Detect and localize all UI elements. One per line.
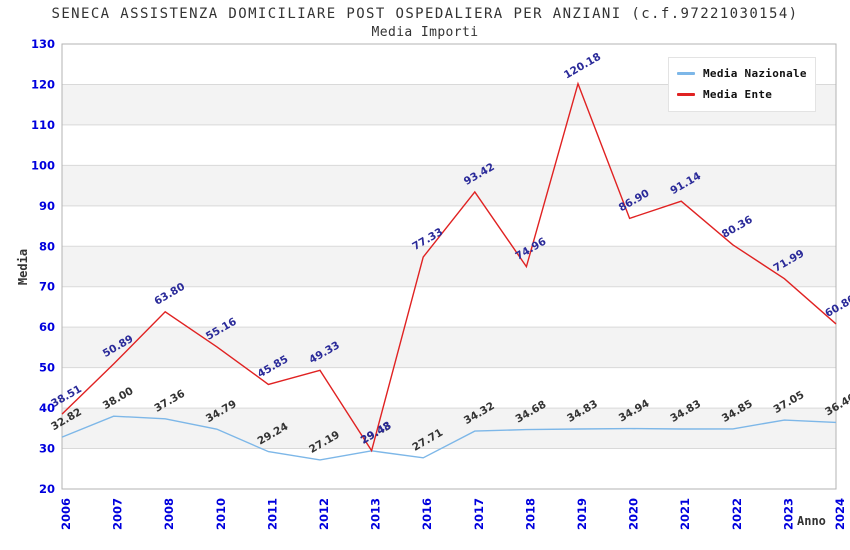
legend-line-swatch-nazionale (677, 72, 695, 75)
legend-label: Media Ente (703, 88, 773, 101)
x-tick-label: 2024 (833, 498, 847, 530)
plot-band (62, 124, 836, 166)
chart-subtitle: Media Importi (371, 25, 479, 40)
series-line-media-nazionale (61, 415, 837, 461)
x-tick-label: 2008 (162, 498, 176, 530)
x-tick-label: 2013 (369, 498, 383, 530)
x-tick-label: 2010 (214, 498, 228, 530)
y-tick-label: 100 (31, 158, 55, 172)
x-tick-label: 2012 (317, 498, 331, 530)
y-tick-label: 90 (39, 199, 55, 213)
plot-band (62, 205, 836, 247)
legend-item-media-nazionale[interactable]: Media Nazionale (677, 63, 807, 84)
plot-band (62, 367, 836, 409)
plot-band (62, 246, 836, 287)
plot-band (62, 286, 836, 328)
x-tick-label: 2019 (575, 498, 589, 530)
legend-line-swatch-ente (677, 93, 695, 96)
x-tick-label: 2016 (420, 498, 434, 530)
x-tick-label: 2020 (627, 498, 641, 530)
legend-item-media-ente[interactable]: Media Ente (677, 84, 807, 105)
y-tick-label: 50 (39, 361, 55, 375)
legend: Media Nazionale Media Ente (668, 57, 816, 112)
x-tick-label: 2021 (678, 498, 692, 530)
y-tick-label: 30 (39, 442, 55, 456)
plot-band (62, 327, 836, 368)
y-tick-label: 70 (39, 280, 55, 294)
y-tick-label: 120 (31, 77, 55, 91)
legend-label: Media Nazionale (703, 67, 807, 80)
y-axis-title: Media (16, 248, 30, 286)
y-tick-label: 80 (39, 239, 55, 253)
plot-band (62, 165, 836, 206)
x-axis-title: Anno (797, 514, 826, 528)
plot-band (62, 448, 836, 489)
y-tick-label: 60 (39, 320, 55, 334)
plot-border (61, 43, 837, 490)
series-line-media-ente (61, 81, 837, 453)
x-tick-label: 2022 (730, 498, 744, 530)
x-tick-label: 2007 (111, 498, 125, 530)
y-tick-label: 40 (39, 401, 55, 415)
y-tick-label: 130 (31, 37, 55, 51)
x-tick-label: 2023 (781, 498, 795, 530)
x-tick-label: 2018 (523, 498, 537, 530)
x-tick-label: 2006 (59, 498, 73, 530)
y-tick-label: 20 (39, 482, 55, 496)
x-tick-label: 2011 (265, 498, 279, 530)
x-tick-label: 2017 (472, 498, 486, 530)
y-tick-label: 110 (31, 118, 55, 132)
chart-title: SENECA ASSISTENZA DOMICILIARE POST OSPED… (51, 6, 799, 22)
